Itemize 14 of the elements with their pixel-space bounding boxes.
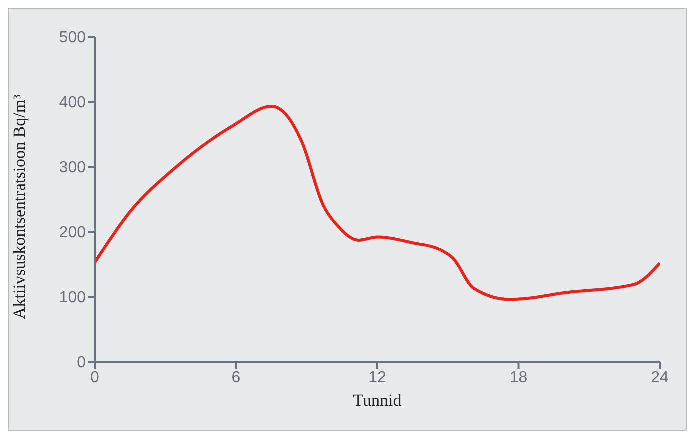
y-tick-label: 500 <box>59 30 86 47</box>
x-axis-title: Tunnid <box>353 391 402 410</box>
y-axis-title: Aktiivsuskontsentratsioon Bq/m³ <box>10 94 30 320</box>
y-tick-label: 400 <box>59 94 86 112</box>
x-tick-label: 0 <box>90 369 100 386</box>
x-tick-label: 24 <box>651 369 669 386</box>
x-tick-label: 18 <box>510 369 528 386</box>
x-tick-label: 12 <box>368 369 386 386</box>
line-series <box>95 105 660 302</box>
x-tick-label: 6 <box>232 369 241 386</box>
y-tick-label: 0 <box>77 354 86 372</box>
y-tick-label: 300 <box>59 160 86 177</box>
y-tick-label: 200 <box>59 224 86 242</box>
y-tick-label: 100 <box>59 290 86 307</box>
